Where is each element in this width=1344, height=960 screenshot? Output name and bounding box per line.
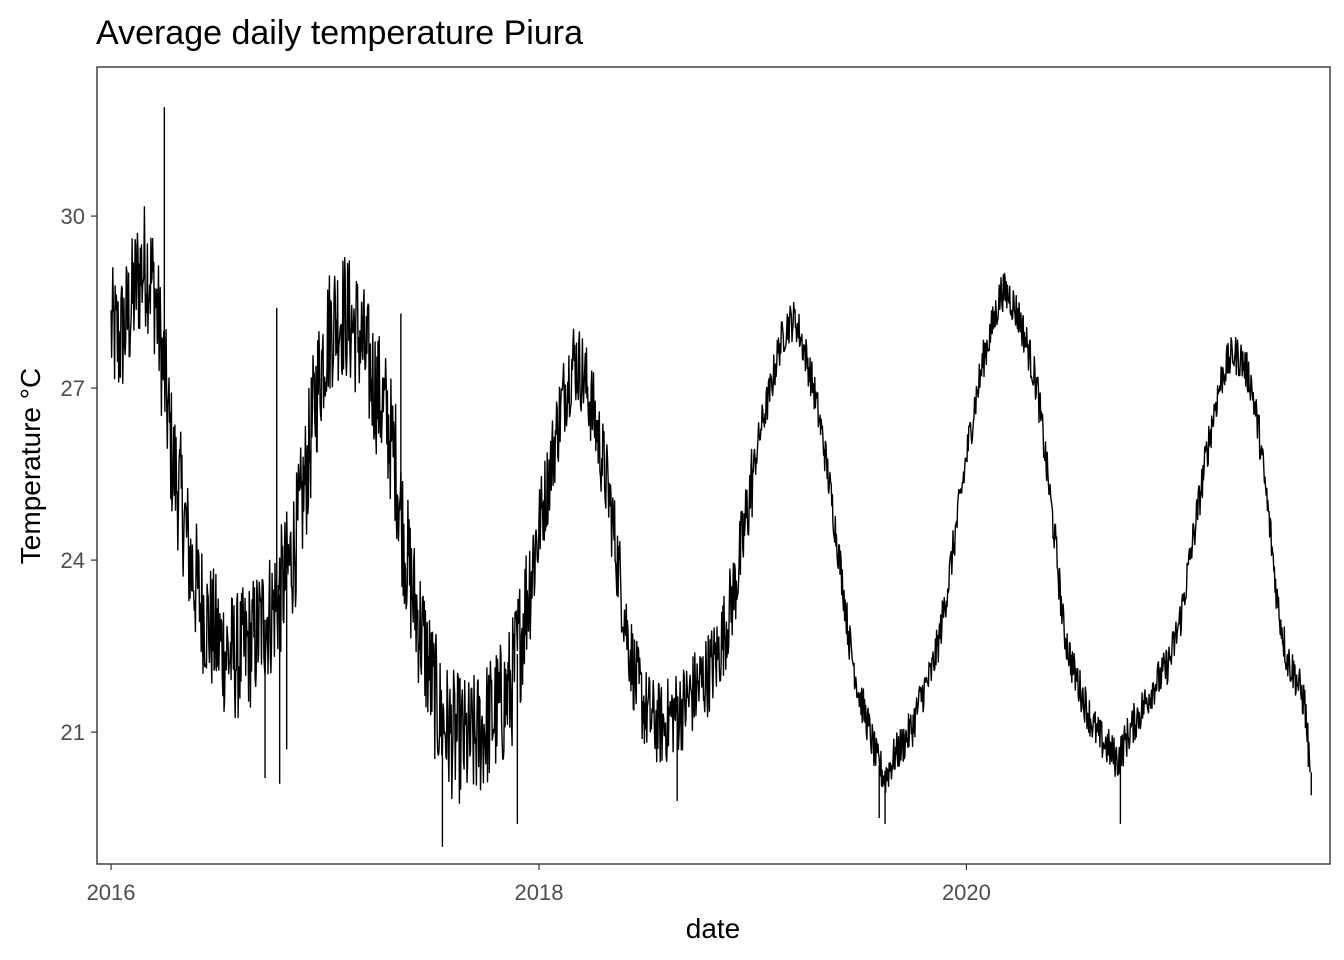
x-tick-label: 2018 (515, 880, 564, 905)
y-tick-label: 21 (61, 720, 85, 745)
temperature-series-line (110, 206, 1311, 804)
y-tick-label: 24 (61, 548, 85, 573)
y-axis: 21 24 27 30 (61, 204, 97, 745)
x-axis: 2016 2018 2020 (87, 864, 991, 905)
x-tick-label: 2016 (87, 880, 136, 905)
x-axis-title: date (686, 913, 741, 944)
plot-panel (96, 66, 1331, 865)
series-group (110, 107, 1312, 847)
y-axis-title: Temperature °C (15, 368, 46, 564)
y-tick-label: 30 (61, 204, 85, 229)
x-tick-label: 2020 (942, 880, 991, 905)
y-tick-label: 27 (61, 376, 85, 401)
chart-title: Average daily temperature Piura (96, 14, 583, 52)
